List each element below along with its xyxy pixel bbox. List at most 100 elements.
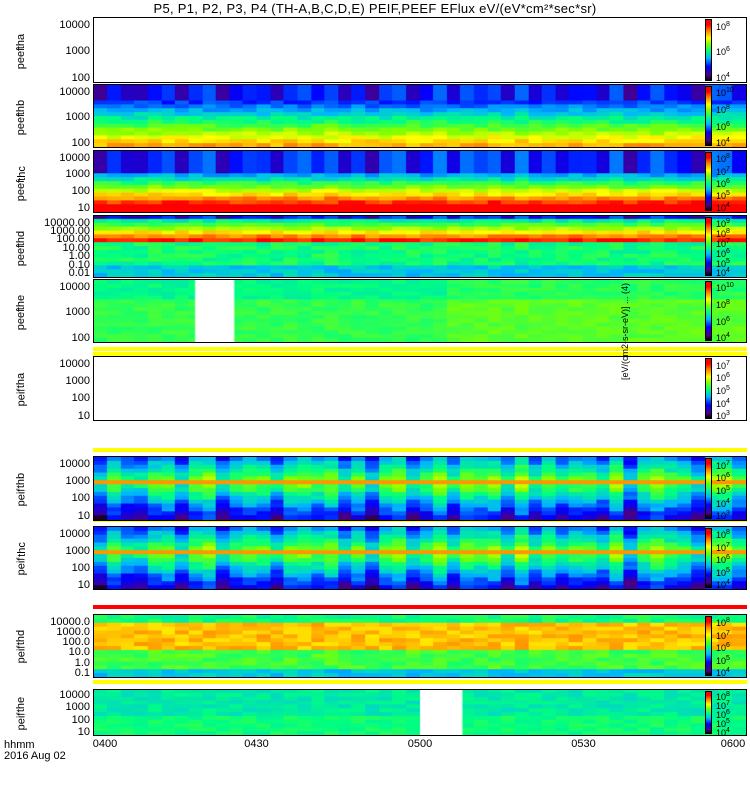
- colorbar-tick-label: 104: [716, 331, 730, 343]
- panel-separator-bar: [93, 448, 747, 452]
- spectrogram-image: [94, 615, 746, 677]
- colorbar-tick-exponent: 7: [726, 541, 730, 549]
- y-tick-label: 10000: [59, 457, 90, 470]
- colorbar-tick-exponent: 7: [726, 629, 730, 637]
- y-tick-label: 1.0: [74, 656, 90, 669]
- colorbar: [705, 152, 712, 211]
- spectrogram-image: [94, 357, 746, 420]
- colorbar-tick-label: 103: [716, 409, 730, 421]
- panel-label: thd peif: [10, 614, 34, 678]
- colorbar-tick-exponent: 5: [726, 484, 730, 492]
- colorbar-tick-base: 10: [716, 643, 727, 654]
- panel-label: tha peef: [10, 17, 34, 83]
- x-tick-label: 0600: [720, 738, 746, 750]
- colorbar-tick-exponent: 7: [726, 237, 730, 245]
- spectrogram-plot-tha-peif: [93, 356, 747, 421]
- colorbar-tick-exponent: 10: [726, 87, 734, 95]
- colorbar-tick-label: 107: [716, 165, 730, 177]
- y-tick-label: 100.0: [62, 636, 90, 649]
- spectrogram-image: [94, 527, 746, 589]
- colorbar: [705, 19, 712, 81]
- colorbar-tick-base: 10: [716, 203, 727, 214]
- panel-label: thc peef: [10, 150, 34, 213]
- panel-label-probe: tha: [15, 372, 28, 388]
- colorbar-tick-exponent: 6: [726, 472, 730, 480]
- colorbar-tick-label: 104: [716, 397, 730, 409]
- colorbar-tick-base: 10: [716, 138, 727, 149]
- x-axis-label-hhmm: hhmm: [4, 739, 35, 751]
- colorbar-tick-exponent: 10: [726, 282, 734, 290]
- spectrogram-image: [94, 690, 746, 735]
- colorbar-tick-label: 107: [716, 541, 730, 553]
- y-tick-label: 1000: [65, 111, 90, 124]
- colorbar-tick-base: 10: [716, 88, 727, 99]
- y-tick-label: 10: [77, 578, 90, 591]
- colorbar-tick-base: 10: [716, 283, 727, 294]
- colorbar-tick-base: 10: [716, 373, 727, 384]
- colorbar-tick-label: 104: [716, 71, 730, 83]
- colorbar-tick-base: 10: [716, 411, 727, 422]
- y-tick-label: 10: [77, 409, 90, 422]
- colorbar-tick-base: 10: [716, 485, 727, 496]
- colorbar-tick-exponent: 6: [726, 554, 730, 562]
- y-tick-label: 1.00: [68, 250, 90, 263]
- colorbar-tick-label: 104: [716, 578, 730, 590]
- y-tick-label: 1000: [65, 475, 90, 488]
- y-tick-label: 100: [71, 713, 90, 726]
- y-tick-label: 10000: [59, 280, 90, 293]
- spectrogram-plot-the-peif: [93, 689, 747, 736]
- y-tick-label: 10000: [59, 85, 90, 98]
- y-tick-label: 10000.00: [44, 216, 90, 229]
- colorbar-tick-exponent: 4: [726, 579, 730, 587]
- colorbar-tick-label: 106: [716, 553, 730, 565]
- y-tick-label: 10000: [59, 688, 90, 701]
- colorbar-tick-label: 106: [716, 177, 730, 189]
- panel-label: thc peif: [10, 526, 34, 590]
- y-tick-label: 100.00: [56, 233, 90, 246]
- colorbar-tick-exponent: 7: [726, 699, 730, 707]
- colorbar-tick-label: 107: [716, 629, 730, 641]
- x-tick-label: 0430: [244, 738, 269, 750]
- y-tick-label: 10000: [59, 18, 90, 31]
- colorbar-tick-exponent: 6: [726, 642, 730, 650]
- y-tick-label: 0.1: [74, 666, 90, 679]
- colorbar-tick-exponent: 6: [726, 177, 730, 185]
- colorbar-tick-base: 10: [716, 710, 727, 721]
- panel-separator-bar: [93, 347, 747, 351]
- panel-label-quantity: peef: [15, 308, 28, 331]
- y-tick-label: 10000.0: [50, 615, 90, 628]
- colorbar-tick-label: 1010: [716, 86, 734, 98]
- colorbar-tick-exponent: 4: [726, 137, 730, 145]
- y-tick-label: 0.01: [68, 266, 90, 279]
- colorbar-tick-label: 104: [716, 726, 730, 738]
- colorbar-tick-base: 10: [716, 360, 727, 371]
- colorbar-tick-label: 105: [716, 484, 730, 496]
- y-tick-label: 1000: [65, 168, 90, 181]
- colorbar-tick-label: 108: [716, 227, 730, 239]
- colorbar-tick-base: 10: [716, 300, 727, 311]
- spectrogram-image: [94, 216, 746, 277]
- panel-label-quantity: peef: [15, 244, 28, 266]
- colorbar-tick-label: 105: [716, 257, 730, 269]
- y-tick-label: 1000: [65, 544, 90, 557]
- colorbar-tick-base: 10: [716, 555, 727, 566]
- colorbar-tick-exponent: 5: [726, 566, 730, 574]
- colorbar-tick-base: 10: [716, 121, 727, 132]
- panel-label-probe: thd: [15, 629, 28, 646]
- colorbar-tick-label: 104: [716, 266, 730, 278]
- colorbar-tick-base: 10: [716, 530, 727, 541]
- colorbar-tick-base: 10: [716, 316, 727, 327]
- colorbar-tick-base: 10: [716, 691, 727, 702]
- colorbar-tick-exponent: 4: [726, 667, 730, 675]
- panel-label: the peif: [10, 689, 34, 736]
- colorbar: [705, 86, 712, 146]
- colorbar-tick-exponent: 4: [726, 497, 730, 505]
- spectrogram-plot-thb-peef: [93, 84, 747, 148]
- y-tick-label: 10: [77, 726, 90, 739]
- colorbar: [705, 616, 712, 676]
- colorbar-tick-base: 10: [716, 21, 727, 32]
- colorbar-tick-exponent: 7: [726, 359, 730, 367]
- colorbar-tick-label: 105: [716, 384, 730, 396]
- colorbar-tick-label: 106: [716, 708, 730, 720]
